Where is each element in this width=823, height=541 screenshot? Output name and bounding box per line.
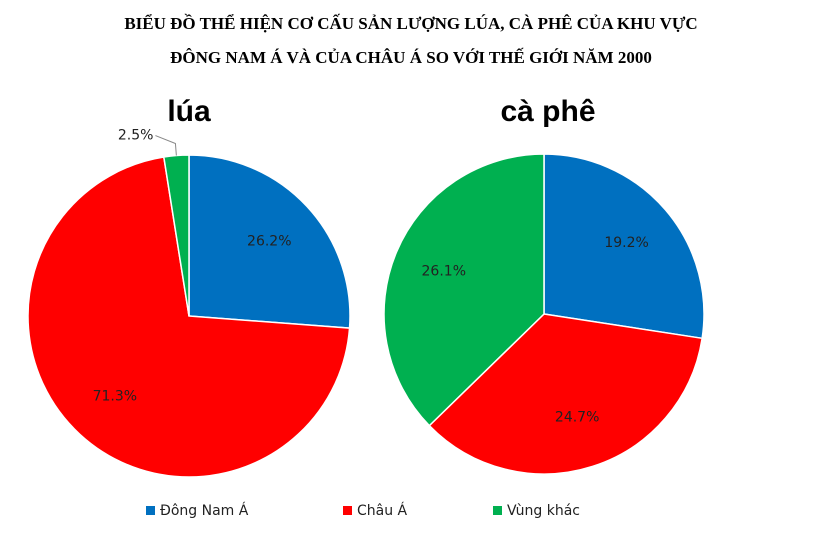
data-label: 26.2%: [247, 234, 291, 250]
pie-slice: [428, 313, 703, 475]
pie-slice: [188, 154, 351, 329]
legend-label: Đông Nam Á: [160, 502, 249, 519]
pie-slice: [543, 153, 705, 340]
chart-title: BIỂU ĐỒ THỂ HIỆN CƠ CẤU SẢN LƯỢNG LÚA, C…: [124, 13, 697, 33]
pie-title: lúa: [167, 95, 211, 128]
pie-slice: [27, 156, 351, 478]
pie-slice: [383, 153, 545, 427]
data-label: 71.3%: [93, 389, 137, 405]
legend-swatch: [343, 506, 352, 515]
data-label: 2.5%: [118, 128, 154, 144]
legend-label: Châu Á: [357, 502, 408, 519]
data-label: 19.2%: [604, 235, 648, 251]
leader-line: [155, 135, 177, 156]
legend-label: Vùng khác: [507, 503, 580, 519]
chart-title: ĐÔNG NAM Á VÀ CỦA CHÂU Á SO VỚI THẾ GIỚI…: [170, 48, 652, 67]
data-label: 24.7%: [555, 410, 599, 426]
data-label: 26.1%: [422, 264, 466, 280]
legend-swatch: [146, 506, 155, 515]
legend-swatch: [493, 506, 502, 515]
pie-title: cà phê: [500, 95, 595, 128]
